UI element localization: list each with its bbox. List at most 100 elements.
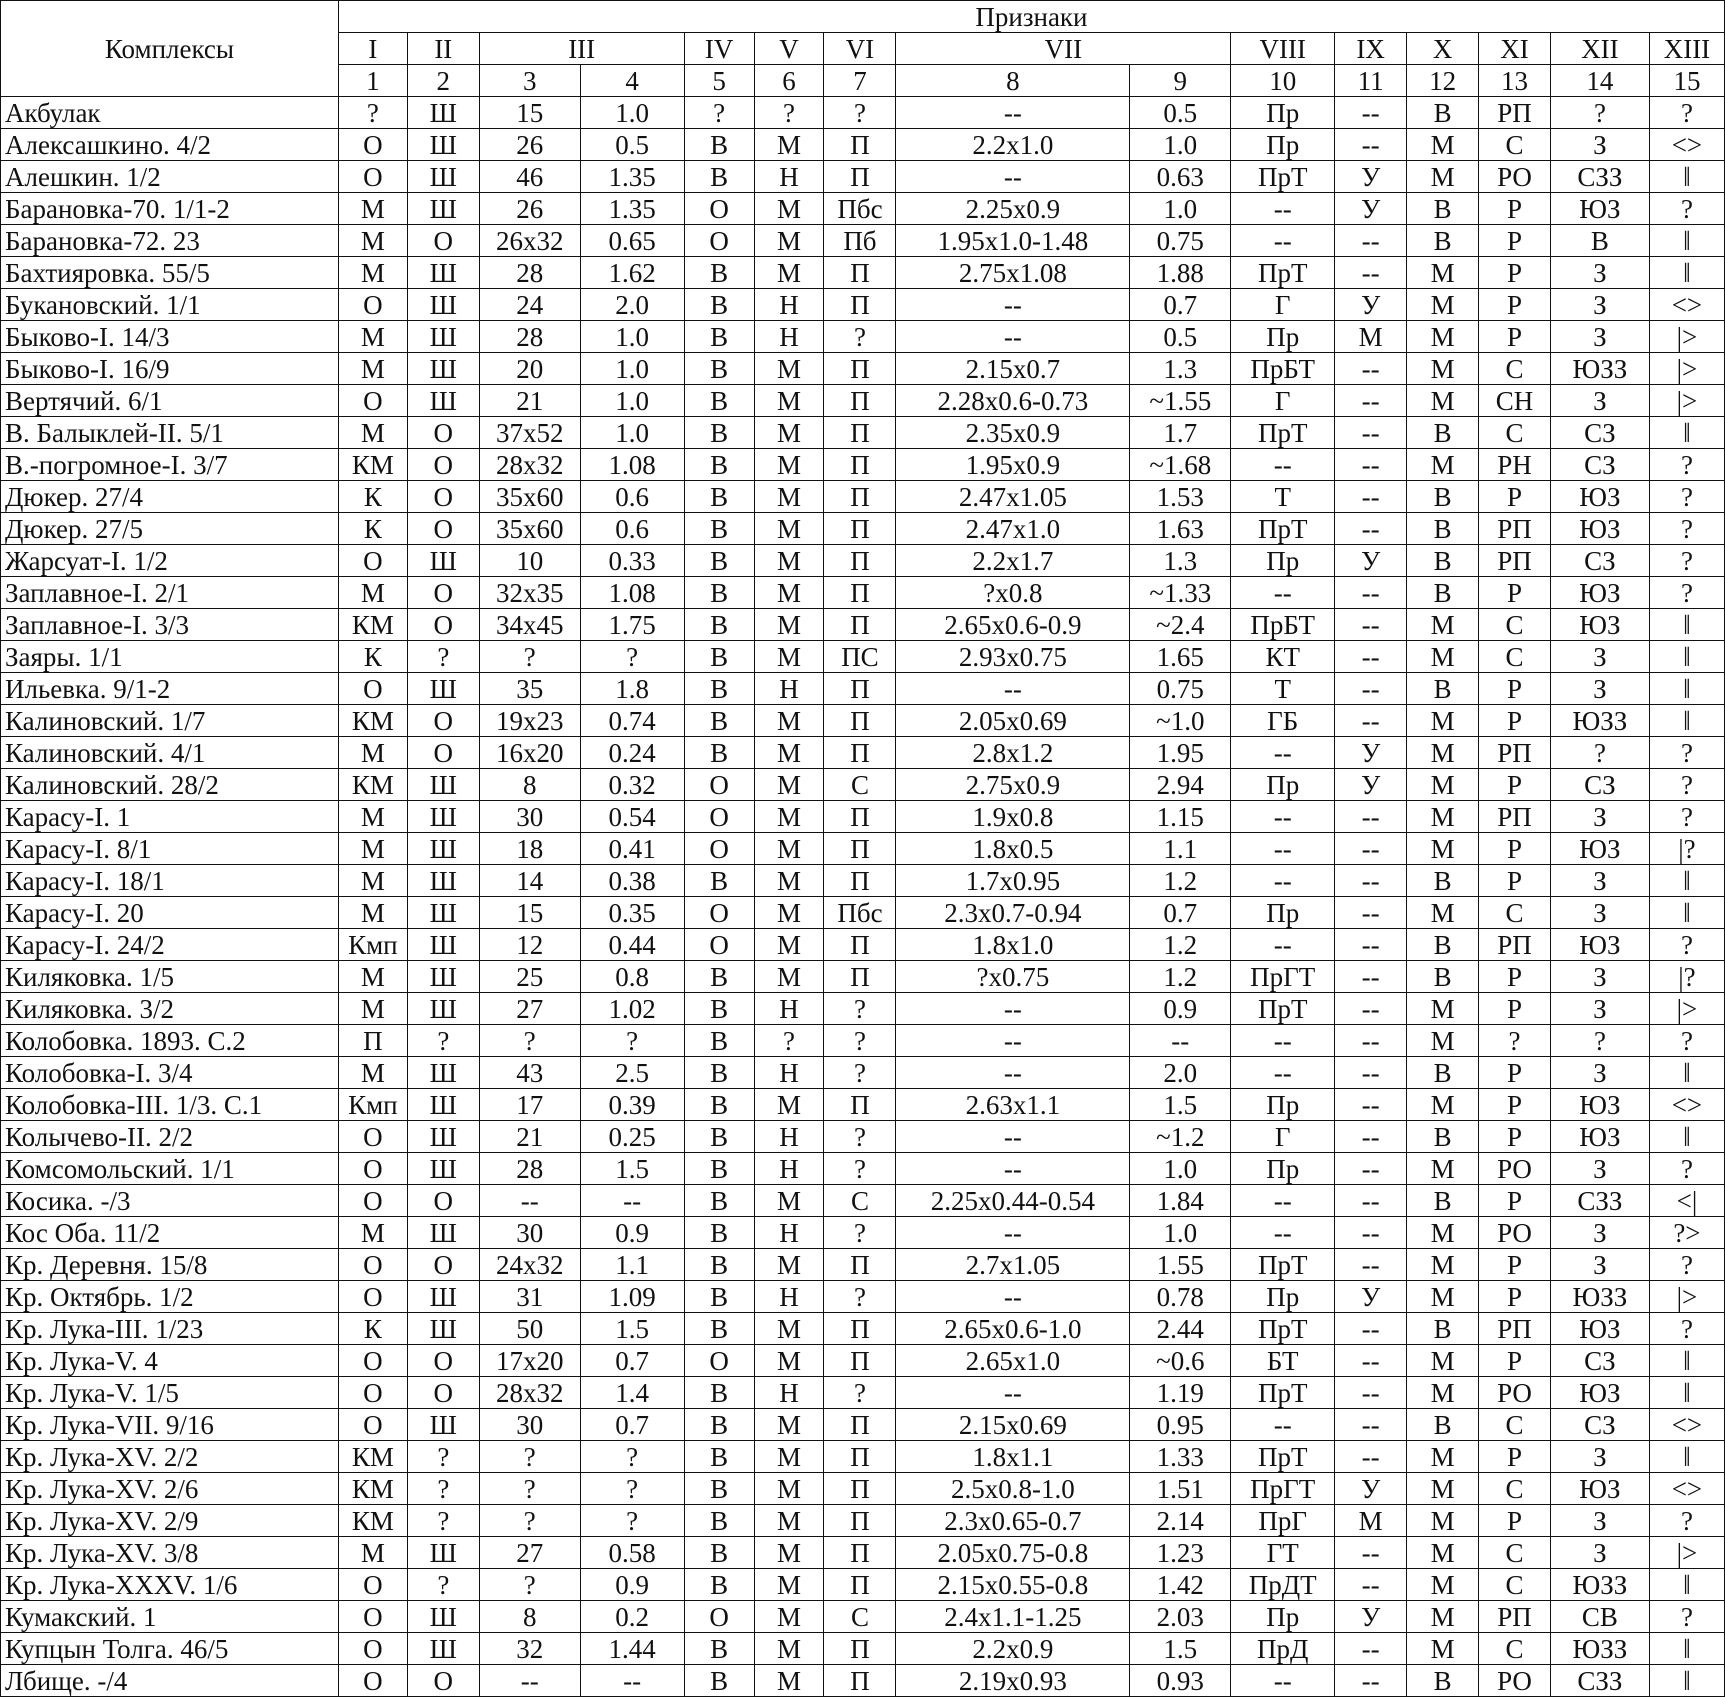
feature-cell: В — [683, 160, 755, 193]
feature-cell: М — [337, 992, 408, 1025]
feature-cell: М — [1406, 320, 1480, 353]
feature-cell: 1.35 — [579, 192, 685, 225]
feature-cell: 1.35 — [579, 160, 685, 193]
feature-cell: 1.4 — [579, 1376, 685, 1409]
feature-cell: Ш — [406, 1312, 480, 1345]
feature-cell: В — [1406, 512, 1480, 545]
feature-cell: О — [406, 416, 480, 449]
feature-cell: 17x20 — [478, 1344, 581, 1377]
feature-cell: ? — [1648, 1248, 1725, 1281]
feature-cell: У — [1334, 1600, 1408, 1633]
feature-cell: В — [683, 448, 755, 481]
feature-cell: М — [753, 960, 825, 993]
feature-cell: 0.39 — [579, 1088, 685, 1121]
feature-cell: РН — [1478, 448, 1551, 481]
feature-cell: П — [823, 928, 897, 961]
feature-cell: 2.5 — [579, 1056, 685, 1089]
feature-cell: У — [1334, 736, 1408, 769]
feature-cell: -- — [1334, 800, 1408, 833]
feature-cell: Ш — [406, 672, 480, 705]
feature-cell: У — [1334, 1472, 1408, 1505]
feature-cell: 0.6 — [579, 512, 685, 545]
feature-group-header: I — [337, 32, 408, 65]
feature-cell: Ш — [406, 1600, 480, 1633]
feature-cell: С — [1478, 608, 1551, 641]
feature-cell: ? — [406, 640, 480, 673]
feature-cell: В — [683, 1536, 755, 1569]
feature-cell: -- — [895, 1056, 1131, 1089]
feature-cell: П — [823, 544, 897, 577]
table-row: Карасу-I. 18/1 М Ш 14 0.38 В М П 1.7x0.95 1.2 -- --… — [0, 864, 1725, 897]
complex-name-cell: Колобовка-III. 1/3. С.1 — [0, 1088, 339, 1121]
feature-cell: 0.9 — [1129, 992, 1232, 1025]
feature-cell: М — [753, 1600, 825, 1633]
feature-cell: К — [337, 480, 408, 513]
feature-cell: В — [683, 256, 755, 289]
feature-cell: М — [1406, 1024, 1480, 1057]
feature-cell: 2.25x0.9 — [895, 192, 1131, 225]
feature-cell: Пб — [823, 224, 897, 257]
feature-cell: Пбс — [823, 896, 897, 929]
feature-cell: ? — [823, 1024, 897, 1057]
feature-cell: В — [683, 672, 755, 705]
feature-cell: 46 — [478, 160, 581, 193]
feature-cell: -- — [1230, 448, 1336, 481]
feature-cell: ПрТ — [1230, 512, 1336, 545]
feature-cell: ? — [1648, 576, 1725, 609]
feature-cell: КМ — [337, 1440, 408, 1473]
feature-cell: РП — [1478, 544, 1551, 577]
feature-cell: П — [823, 1664, 897, 1697]
feature-number-header: 4 — [579, 64, 685, 97]
feature-cell: РП — [1478, 512, 1551, 545]
feature-cell: 0.63 — [1129, 160, 1232, 193]
feature-cell: <> — [1648, 1088, 1725, 1121]
feature-cell: ‖ — [1648, 160, 1725, 193]
feature-cell: З — [1549, 1440, 1650, 1473]
complex-name-cell: Кр. Деревня. 15/8 — [0, 1248, 339, 1281]
feature-cell: Ш — [406, 320, 480, 353]
feature-cell: <| — [1648, 1184, 1725, 1217]
feature-group-header: VIII — [1230, 32, 1336, 65]
feature-cell: М — [1406, 352, 1480, 385]
feature-cell: О — [683, 768, 755, 801]
feature-cell: М — [337, 192, 408, 225]
feature-cell: 0.75 — [1129, 224, 1232, 257]
feature-cell: ПрТ — [1230, 992, 1336, 1025]
feature-cell: ? — [1648, 1024, 1725, 1057]
feature-cell: О — [406, 1664, 480, 1697]
feature-cell: М — [337, 576, 408, 609]
feature-cell: КМ — [337, 608, 408, 641]
feature-cell: -- — [895, 1280, 1131, 1313]
feature-cell: 2.93x0.75 — [895, 640, 1131, 673]
feature-cell: О — [683, 1600, 755, 1633]
feature-cell: М — [753, 800, 825, 833]
feature-cell: РП — [1478, 1600, 1551, 1633]
feature-cell: 2.15x0.7 — [895, 352, 1131, 385]
feature-cell: 1.08 — [579, 448, 685, 481]
table-row: Алексашкино. 4/2 О Ш 26 0.5 В М П 2.2x1.0 1.0 Пр --… — [0, 128, 1725, 161]
feature-cell: Пр — [1230, 768, 1336, 801]
feature-cell: ПрГ — [1230, 1504, 1336, 1537]
feature-cell: З — [1549, 864, 1650, 897]
feature-cell: В — [683, 1216, 755, 1249]
feature-cell: ГБ — [1230, 704, 1336, 737]
feature-cell: М — [337, 864, 408, 897]
feature-cell: 0.65 — [579, 224, 685, 257]
table-row: Кр. Лука-XV. 2/2 КМ??? В М П 1.8x1.1 1.33 ПрТ --… — [0, 1440, 1725, 1473]
feature-cell: В — [1406, 1408, 1480, 1441]
table-row: Кр. Лука-III. 1/23 К Ш 50 1.5 В М П 2.65x0.6-1.0… — [0, 1312, 1725, 1345]
feature-cell: ? — [579, 1472, 685, 1505]
feature-cell: О — [337, 1376, 408, 1409]
feature-cell: 0.9 — [579, 1216, 685, 1249]
feature-cell: М — [1406, 128, 1480, 161]
feature-cell: РО — [1478, 1664, 1551, 1697]
feature-cell: М — [1334, 1504, 1408, 1537]
feature-cell: 8 — [478, 768, 581, 801]
feature-cell: М — [753, 704, 825, 737]
feature-cell: ? — [1648, 512, 1725, 545]
complex-name-cell: Барановка-72. 23 — [0, 224, 339, 257]
complex-name-cell: Барановка-70. 1/1-2 — [0, 192, 339, 225]
feature-cell: ? — [823, 96, 897, 129]
feature-cell: Ш — [406, 960, 480, 993]
feature-cell: -- — [895, 288, 1131, 321]
